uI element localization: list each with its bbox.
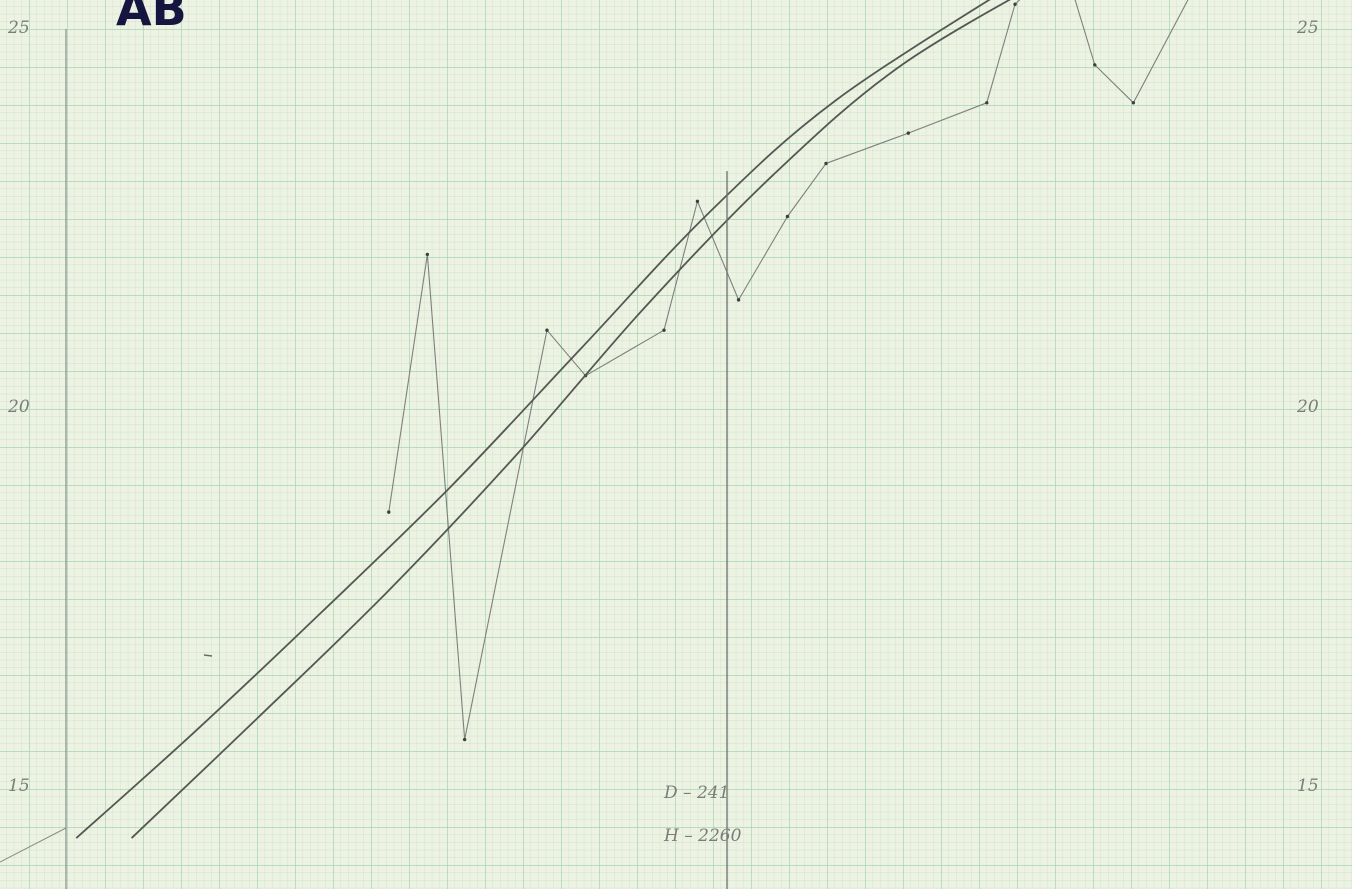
annotation-h: H – 2260 <box>663 826 742 846</box>
right-tick-labels: 25 20 15 <box>1296 18 1319 796</box>
data-point <box>736 298 741 302</box>
data-point <box>387 510 391 514</box>
y-tick-label-left: 20 <box>7 397 30 417</box>
data-point <box>695 199 700 204</box>
left-tick-labels: 25 20 15 <box>7 18 30 796</box>
y-tick-label-right: 20 <box>1296 397 1319 417</box>
data-point <box>1093 63 1097 67</box>
data-series-group <box>75 0 1189 839</box>
y-tick-label-left: 15 <box>8 776 30 796</box>
corner-pencil-mark <box>0 827 67 863</box>
data-point <box>425 252 430 257</box>
data-point <box>462 737 467 742</box>
annotation-d: D – 241 <box>663 783 729 803</box>
data-point <box>824 161 828 166</box>
data-point <box>545 328 549 332</box>
data-point <box>906 131 911 135</box>
stray-pencil-mark <box>203 654 213 657</box>
y-tick-label-right: 25 <box>1296 18 1319 38</box>
data-point <box>1131 101 1136 105</box>
data-point <box>985 101 989 105</box>
series-line-3 <box>130 0 1011 839</box>
y-tick-label-left: 25 <box>7 18 30 38</box>
data-point <box>1013 2 1017 6</box>
y-tick-label-right: 15 <box>1297 776 1319 796</box>
series-line-2 <box>75 0 991 839</box>
data-point <box>785 214 790 219</box>
data-point <box>662 328 666 332</box>
chart-title: AB <box>116 0 187 36</box>
